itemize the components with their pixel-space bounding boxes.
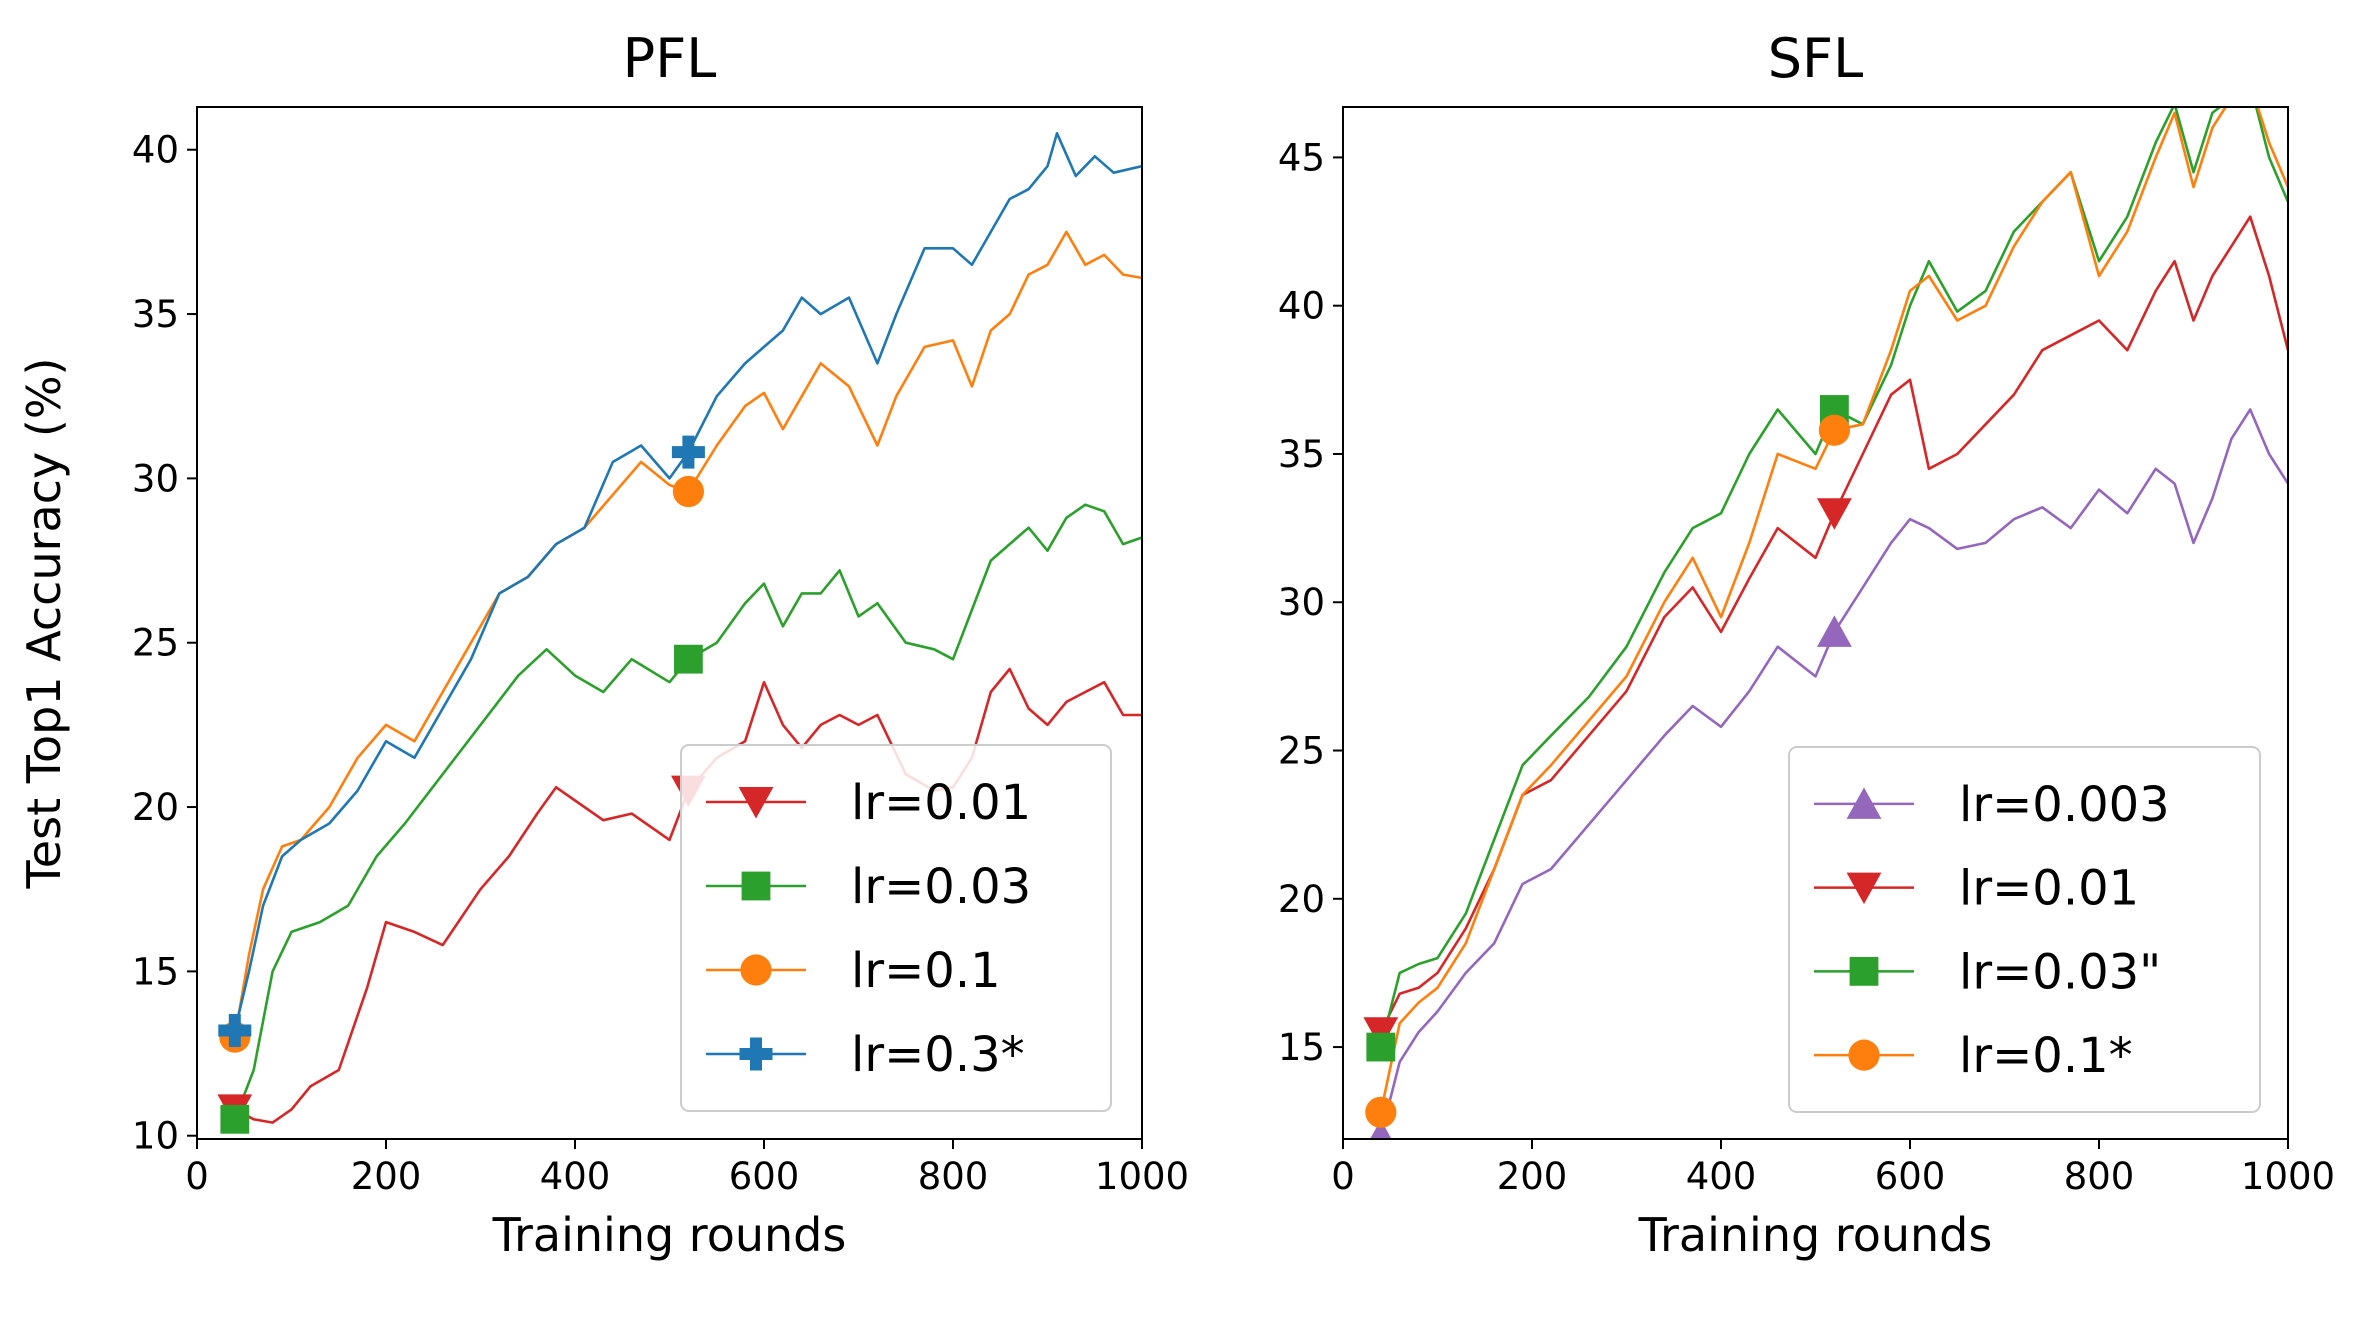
legend: lr=0.003 lr=0.01 lr=0.03" lr=0.1* bbox=[1788, 746, 2261, 1113]
legend-marker bbox=[741, 871, 771, 901]
legend-item-lr-0-003: lr=0.003 bbox=[1814, 777, 2170, 833]
y-tick-label: 45 bbox=[1278, 136, 1325, 179]
x-axis-label: Training rounds bbox=[492, 1208, 847, 1262]
legend-marker bbox=[1848, 1039, 1880, 1071]
x-tick-label: 0 bbox=[1331, 1155, 1355, 1198]
chart-title: SFL bbox=[1768, 27, 1863, 90]
legend-item-lr-0-03: lr=0.03" bbox=[1814, 944, 2161, 1000]
legend-marker bbox=[739, 1037, 773, 1071]
x-tick-label: 800 bbox=[2064, 1155, 2135, 1198]
x-tick-label: 200 bbox=[351, 1155, 422, 1198]
x-tick-label: 600 bbox=[1875, 1155, 1946, 1198]
legend-label: lr=0.01 bbox=[851, 775, 1031, 831]
y-tick-label: 40 bbox=[1278, 285, 1325, 328]
series-marker-lr-0-003 bbox=[1817, 615, 1852, 647]
plot-area bbox=[1363, 107, 2288, 1139]
series-line-lr-0-01 bbox=[234, 667, 1142, 1124]
y-tick-label: 25 bbox=[132, 622, 179, 665]
legend-label: lr=0.03" bbox=[1959, 944, 2161, 1000]
legend-marker bbox=[740, 954, 772, 986]
series-marker-lr-0-1 bbox=[1818, 414, 1850, 446]
series-marker-lr-0-03 bbox=[220, 1104, 250, 1134]
y-axis-label: Test Top1 Accuracy (%) bbox=[17, 358, 71, 890]
series-marker-lr-0-03 bbox=[1366, 1032, 1396, 1062]
series-line-lr-0-1 bbox=[1379, 107, 2288, 1113]
series-marker-lr-0-1 bbox=[1365, 1096, 1397, 1128]
series-line-lr-0-1 bbox=[233, 230, 1142, 1038]
legend-label: lr=0.1* bbox=[1959, 1028, 2133, 1084]
x-tick-label: 400 bbox=[1686, 1155, 1757, 1198]
legend-item-lr-0-1: lr=0.1 bbox=[706, 943, 1001, 999]
legend-label: lr=0.01 bbox=[1959, 861, 2139, 917]
legend-marker bbox=[1849, 956, 1879, 986]
x-tick-label: 0 bbox=[185, 1155, 209, 1198]
x-tick-label: 1000 bbox=[1095, 1155, 1189, 1198]
legend-item-lr-0-01: lr=0.01 bbox=[706, 775, 1031, 831]
legend-item-lr-0-01: lr=0.01 bbox=[1814, 861, 2139, 917]
legend-box bbox=[680, 744, 1112, 1112]
x-tick-label: 200 bbox=[1497, 1155, 1568, 1198]
pfl-panel: 0 200 400 600 800 1000 10 15 20 25 30 35 40 PFL Traini… bbox=[17, 27, 1189, 1262]
x-tick-label: 400 bbox=[540, 1155, 611, 1198]
series-marker-lr-0-01 bbox=[1817, 498, 1852, 530]
y-tick-label: 30 bbox=[1278, 581, 1325, 624]
series-marker-lr-0-003 bbox=[1370, 1119, 1392, 1139]
legend-marker bbox=[1846, 872, 1882, 905]
legend-label: lr=0.03 bbox=[851, 859, 1031, 915]
y-tick-label: 35 bbox=[1278, 433, 1325, 476]
y-tick-label: 10 bbox=[132, 1115, 179, 1158]
x-axis-label: Training rounds bbox=[1638, 1208, 1993, 1262]
series-line-lr-0-03 bbox=[1379, 107, 2288, 1048]
chart-title: PFL bbox=[623, 27, 717, 90]
y-tick-label: 35 bbox=[132, 293, 179, 336]
series-line-lr-0-3 bbox=[233, 132, 1142, 1031]
legend: lr=0.01 lr=0.03 lr=0.1 lr=0.3* bbox=[680, 744, 1112, 1112]
series-marker-lr-0-03 bbox=[674, 644, 703, 674]
x-tick-label: 1000 bbox=[2241, 1155, 2335, 1198]
series-marker-lr-0-3 bbox=[218, 1014, 252, 1048]
series-marker-lr-0-1 bbox=[672, 475, 705, 508]
y-tick-label: 30 bbox=[132, 457, 179, 500]
series-line-lr-0-003 bbox=[1379, 408, 2288, 1137]
sfl-panel: 0 200 400 600 800 1000 15 20 25 30 35 40 45 SFL Traini… bbox=[1278, 27, 2335, 1262]
y-tick-label: 20 bbox=[1278, 878, 1325, 921]
legend-box bbox=[1788, 746, 2261, 1113]
legend-label: lr=0.003 bbox=[1959, 777, 2170, 833]
y-tick-label: 25 bbox=[1278, 730, 1325, 773]
legend-marker bbox=[1846, 787, 1882, 819]
axes-frame bbox=[1342, 106, 2289, 1140]
y-tick-label: 40 bbox=[132, 129, 179, 172]
axes-frame bbox=[196, 106, 1143, 1140]
legend-label: lr=0.3* bbox=[851, 1027, 1025, 1083]
legend-label: lr=0.1 bbox=[851, 943, 1001, 999]
legend-item-lr-0-03: lr=0.03 bbox=[706, 859, 1031, 915]
y-tick-label: 20 bbox=[132, 786, 179, 829]
legend-item-lr-0-3: lr=0.3* bbox=[706, 1027, 1025, 1083]
x-tick-label: 800 bbox=[918, 1155, 989, 1198]
legend-item-lr-0-1: lr=0.1* bbox=[1814, 1028, 2133, 1084]
y-tick-label: 15 bbox=[132, 950, 179, 993]
series-marker-lr-0-3 bbox=[671, 435, 705, 469]
series-line-lr-0-03 bbox=[233, 503, 1142, 1120]
x-tick-label: 600 bbox=[729, 1155, 800, 1198]
legend-marker bbox=[738, 787, 774, 819]
y-tick-label: 15 bbox=[1278, 1026, 1325, 1069]
